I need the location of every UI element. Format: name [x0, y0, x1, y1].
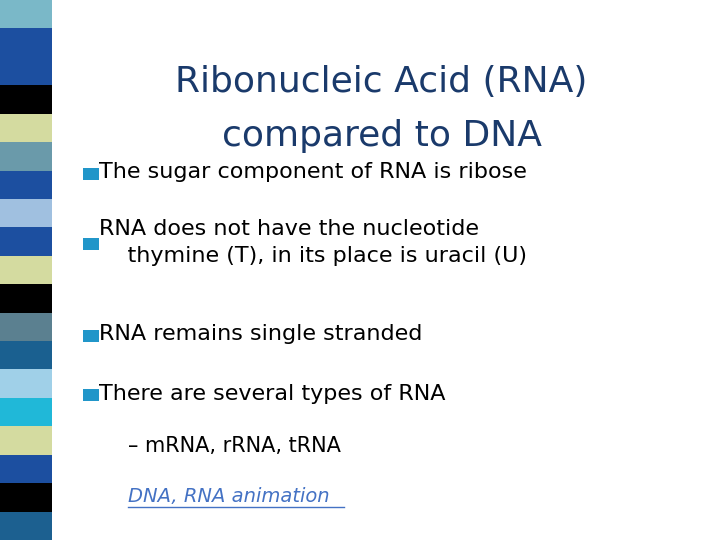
- Bar: [0, 142, 52, 171]
- Bar: [0, 29, 52, 57]
- Bar: [0, 313, 52, 341]
- Bar: [0, 455, 52, 483]
- Text: compared to DNA: compared to DNA: [222, 119, 541, 153]
- Text: The sugar component of RNA is ribose: The sugar component of RNA is ribose: [99, 162, 527, 183]
- Bar: [0, 57, 52, 85]
- Bar: [0, 0, 52, 29]
- Text: RNA does not have the nucleotide
    thymine (T), in its place is uracil (U): RNA does not have the nucleotide thymine…: [99, 219, 527, 266]
- Bar: [83, 238, 99, 250]
- Bar: [83, 168, 99, 180]
- Text: There are several types of RNA: There are several types of RNA: [99, 383, 446, 404]
- Text: DNA, RNA animation: DNA, RNA animation: [128, 487, 330, 507]
- Bar: [0, 483, 52, 511]
- Text: RNA remains single stranded: RNA remains single stranded: [99, 324, 423, 345]
- Bar: [0, 85, 52, 114]
- Bar: [0, 284, 52, 313]
- Text: Ribonucleic Acid (RNA): Ribonucleic Acid (RNA): [176, 65, 588, 99]
- Bar: [0, 341, 52, 369]
- Bar: [0, 398, 52, 426]
- Bar: [0, 199, 52, 227]
- Bar: [0, 369, 52, 398]
- Text: – mRNA, rRNA, tRNA: – mRNA, rRNA, tRNA: [128, 435, 341, 456]
- Bar: [0, 511, 52, 540]
- Bar: [83, 389, 99, 401]
- Bar: [0, 256, 52, 284]
- Bar: [0, 171, 52, 199]
- Bar: [83, 330, 99, 342]
- Bar: [0, 114, 52, 142]
- Bar: [0, 426, 52, 455]
- Bar: [0, 227, 52, 256]
